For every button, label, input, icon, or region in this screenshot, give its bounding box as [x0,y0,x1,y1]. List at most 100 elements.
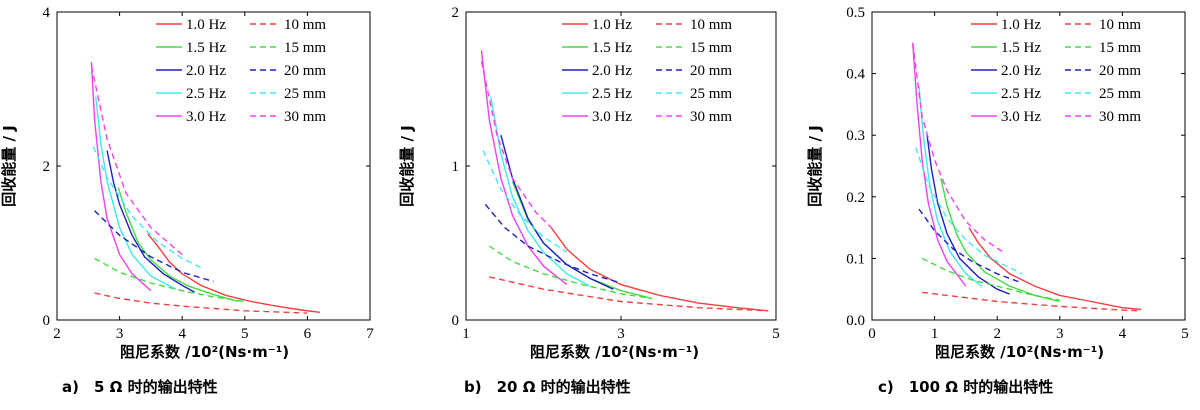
series-line-25-mm [482,150,568,253]
series-line-20-mm [484,204,622,284]
legend-label-amplitude: 10 mm [690,17,732,33]
legend-label-frequency: 2.0 Hz [1001,63,1041,79]
y-tick-label: 0 [43,313,51,329]
legend-label-frequency: 3.0 Hz [1001,109,1041,125]
panel-caption: a) 5 Ω 时的输出特性 [62,378,218,396]
series-line-3_0-Hz [912,42,967,287]
series-line-2_5-Hz [95,96,177,290]
x-tick-label: 4 [178,326,186,342]
legend-label-amplitude: 20 mm [1099,63,1141,79]
legend-label-frequency: 2.5 Hz [592,86,632,102]
legend-label-frequency: 2.5 Hz [186,86,226,102]
x-tick-label: 0 [868,326,876,342]
y-tick-label: 0.1 [846,251,865,267]
series-line-2_0-Hz [926,135,1010,295]
y-axis-label: 回收能量 / J [398,125,416,207]
series-line-30-mm [912,42,1004,253]
x-tick-label: 5 [772,326,780,342]
legend-label-amplitude: 15 mm [284,40,326,56]
series-line-30-mm [90,65,183,256]
x-tick-label: 4 [1119,326,1127,342]
x-tick-label: 1 [462,326,470,342]
series-line-20-mm [918,208,1023,284]
legend-label-amplitude: 20 mm [284,63,326,79]
series-line-15-mm [94,257,245,303]
series-line-2_5-Hz [918,85,982,287]
series-line-1_0-Hz [147,233,320,313]
legend-label-frequency: 1.5 Hz [186,40,226,56]
x-tick-label: 2 [53,326,61,342]
x-tick-label: 6 [304,326,312,342]
x-axis-label: 阻尼系数 /10²(Ns·m⁻¹) [935,343,1104,361]
series-line-1_0-Hz [550,227,769,312]
plot-frame [465,11,777,321]
series-line-1_0-Hz [968,227,1142,311]
x-axis-label: 阻尼系数 /10²(Ns·m⁻¹) [530,343,699,361]
y-tick-label: 4 [43,5,51,21]
series-line-2_5-Hz [490,96,591,287]
x-tick-label: 3 [617,326,625,342]
legend-label-frequency: 2.0 Hz [186,63,226,79]
series-line-3_0-Hz [90,62,152,292]
y-tick-label: 1 [452,159,460,175]
series-line-1_5-Hz [940,178,1060,303]
legend-label-frequency: 1.0 Hz [1001,17,1041,33]
series-line-15-mm [921,257,1060,301]
y-tick-label: 0.4 [846,67,865,83]
legend-label-amplitude: 30 mm [284,109,326,125]
plot-frame [871,11,1186,321]
legend-label-amplitude: 15 mm [690,40,732,56]
legend-label-amplitude: 15 mm [1099,40,1141,56]
legend-label-amplitude: 30 mm [1099,109,1141,125]
panel-caption: b) 20 Ω 时的输出特性 [464,378,631,396]
series-line-25-mm [915,147,1023,275]
y-tick-label: 0.3 [846,128,865,144]
legend-label-amplitude: 25 mm [284,86,326,102]
legend: 1.0 Hz 10 mm 1.5 Hz 15 mm 2.0 Hz 20 mm 2.5 Hz 2… [971,17,1141,125]
y-axis-label: 回收能量 / J [0,125,18,207]
legend: 1.0 Hz 10 mm 1.5 Hz 15 mm 2.0 Hz 20 mm 2.5 Hz 2… [156,17,326,125]
x-axis-label: 阻尼系数 /10²(Ns·m⁻¹) [120,343,289,361]
series-line-2_0-Hz [106,150,196,293]
series-line-15-mm [488,245,653,300]
legend-label-frequency: 2.5 Hz [1001,86,1041,102]
legend-label-frequency: 1.0 Hz [186,17,226,33]
legend-label-amplitude: 10 mm [284,17,326,33]
series-line-3_0-Hz [480,50,568,286]
legend-label-amplitude: 10 mm [1099,17,1141,33]
series-line-30-mm [480,61,552,229]
legend: 1.0 Hz 10 mm 1.5 Hz 15 mm 2.0 Hz 20 mm 2.5 Hz 2… [562,17,732,125]
legend-label-amplitude: 25 mm [690,86,732,102]
series-line-10-mm [489,276,769,312]
x-tick-label: 3 [1056,326,1064,342]
series-line-10-mm [922,291,1142,312]
series-line-10-mm [94,292,308,314]
legend-label-frequency: 1.5 Hz [592,40,632,56]
legend-label-frequency: 1.0 Hz [592,17,632,33]
y-tick-label: 2 [452,5,460,21]
x-tick-label: 2 [993,326,1001,342]
x-tick-label: 1 [931,326,939,342]
series-line-1_5-Hz [117,187,239,303]
y-axis-label: 回收能量 / J [806,125,824,207]
legend-label-frequency: 3.0 Hz [186,109,226,125]
y-tick-label: 2 [43,159,51,175]
chart-panel-2: 0 1 2 3 4 5 0.0 0.1 0.2 0.3 0.4 0.5 阻尼系数 /10²(Ns·m⁻¹… [806,5,1189,396]
legend-label-frequency: 3.0 Hz [592,109,632,125]
x-tick-label: 3 [116,326,124,342]
legend-label-frequency: 2.0 Hz [592,63,632,79]
legend-label-amplitude: 25 mm [1099,86,1141,102]
legend-label-amplitude: 30 mm [690,109,732,125]
legend-label-amplitude: 20 mm [690,63,732,79]
x-tick-label: 7 [366,326,374,342]
panel-caption: c) 100 Ω 时的输出特性 [878,378,1053,396]
series-line-1_5-Hz [511,181,653,300]
series-line-20-mm [94,210,214,283]
legend-label-frequency: 1.5 Hz [1001,40,1041,56]
x-tick-label: 5 [1181,326,1189,342]
x-tick-label: 5 [241,326,249,342]
y-tick-label: 0.5 [846,5,865,21]
